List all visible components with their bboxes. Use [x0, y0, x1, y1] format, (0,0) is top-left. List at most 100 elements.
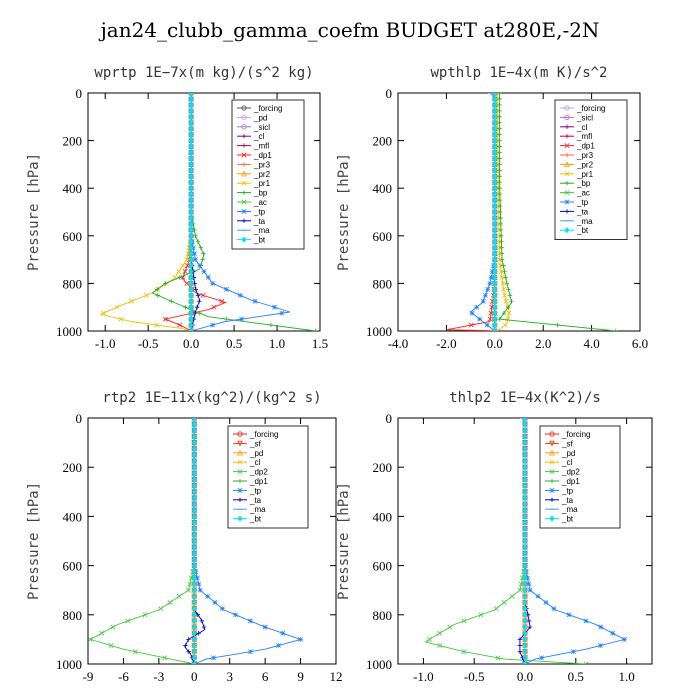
data-point: [192, 257, 198, 263]
y-axis-label: Pressure [hPa]: [26, 153, 42, 271]
legend-marker: [241, 236, 247, 243]
chart-title: wpthlp 1E−4x(m K)/s^2: [430, 65, 607, 81]
legend-label: _tp: [576, 198, 589, 207]
data-point: [180, 274, 186, 280]
data-point: [498, 209, 503, 215]
x-tick-label: 1.0: [618, 669, 634, 684]
legend-entry: _ta: [545, 496, 574, 505]
legend-label: _tp: [249, 486, 262, 495]
data-point: [182, 269, 188, 274]
legend-entry: _ta: [233, 496, 262, 505]
legend-marker: [549, 487, 555, 493]
data-point: [118, 316, 124, 322]
legend-marker: [564, 190, 570, 196]
plot-area: [88, 418, 304, 664]
legend-label: _tp: [253, 207, 266, 216]
data-point: [497, 144, 502, 149]
legend-entry: _bt: [233, 515, 262, 524]
data-point: [522, 623, 528, 631]
legend-entry: _tp: [545, 486, 574, 495]
legend-label: _pr1: [253, 179, 271, 188]
y-tick-label: 1000: [366, 657, 392, 672]
legend-entry: _forcing: [237, 104, 282, 113]
data-point: [233, 612, 239, 618]
data-point: [484, 322, 490, 328]
y-tick-label: 200: [63, 460, 83, 475]
data-point: [437, 643, 443, 649]
data-point: [543, 600, 549, 605]
data-point: [522, 494, 528, 502]
data-point: [191, 439, 197, 446]
data-point: [196, 581, 202, 587]
plot-area: [99, 93, 318, 331]
legend-label: _forcing: [249, 430, 278, 439]
data-point: [613, 328, 618, 331]
legend-entry: _cl: [233, 458, 260, 467]
y-tick-label: 600: [63, 229, 83, 244]
legend-marker: [549, 440, 555, 447]
legend-entry: _sicl: [237, 123, 270, 132]
x-tick-label: 6.0: [632, 336, 648, 351]
data-point: [522, 648, 528, 655]
data-point: [522, 513, 528, 520]
legend-entry: _forcing: [545, 430, 590, 439]
data-point: [219, 606, 225, 612]
data-point: [191, 654, 197, 662]
x-tick-label: -1.0: [95, 336, 116, 351]
series-dp1: [162, 93, 227, 331]
legend-label: _pr2: [253, 170, 271, 179]
data-point: [469, 310, 475, 316]
legend-entry: _bt: [545, 515, 574, 524]
data-point: [522, 427, 528, 434]
data-point: [194, 305, 200, 310]
data-point: [527, 587, 533, 593]
legend-entry: _dp1: [233, 477, 268, 486]
data-point: [169, 299, 174, 304]
data-point: [506, 310, 512, 316]
data-point: [522, 605, 528, 612]
y-axis-label: Pressure [hPa]: [336, 153, 352, 271]
data-point: [535, 593, 541, 599]
data-point: [247, 649, 253, 655]
data-point: [509, 593, 515, 599]
legend-marker: [564, 105, 570, 111]
data-point: [522, 599, 528, 606]
legend-entry: _sf: [545, 439, 573, 448]
legend-marker: [241, 218, 247, 223]
legend-marker: [549, 449, 555, 456]
legend-marker: [549, 459, 555, 465]
data-point: [501, 292, 507, 298]
legend-entry: _pd: [233, 449, 263, 458]
legend-marker: [564, 209, 570, 214]
data-point: [223, 286, 229, 292]
chart-title: rtp2 1E−11x(kg^2)/(kg^2 s): [102, 390, 321, 406]
legend-marker: [237, 478, 243, 484]
data-point: [527, 624, 533, 630]
data-point: [499, 245, 504, 250]
data-point: [498, 269, 504, 274]
data-point: [155, 287, 160, 292]
data-point: [522, 507, 528, 514]
legend-entry: _tp: [560, 198, 589, 207]
data-point: [598, 624, 604, 630]
legend-marker: [241, 162, 247, 167]
data-point: [184, 257, 190, 263]
data-point: [495, 655, 501, 661]
data-point: [199, 618, 205, 624]
data-point: [114, 304, 120, 310]
legend-entry: _dp1: [545, 477, 580, 486]
data-point: [262, 624, 268, 630]
legend-label: _pd: [561, 449, 575, 458]
y-tick-label: 800: [63, 276, 83, 291]
data-point: [252, 298, 258, 304]
data-point: [268, 322, 274, 328]
data-point: [522, 500, 528, 508]
data-point: [191, 251, 197, 257]
data-point: [180, 263, 186, 269]
legend-label: _sicl: [253, 123, 270, 132]
data-point: [193, 287, 199, 292]
data-point: [211, 655, 216, 661]
y-tick-label: 800: [63, 608, 83, 623]
data-point: [499, 251, 505, 256]
legend-entry: _sf: [233, 439, 261, 448]
